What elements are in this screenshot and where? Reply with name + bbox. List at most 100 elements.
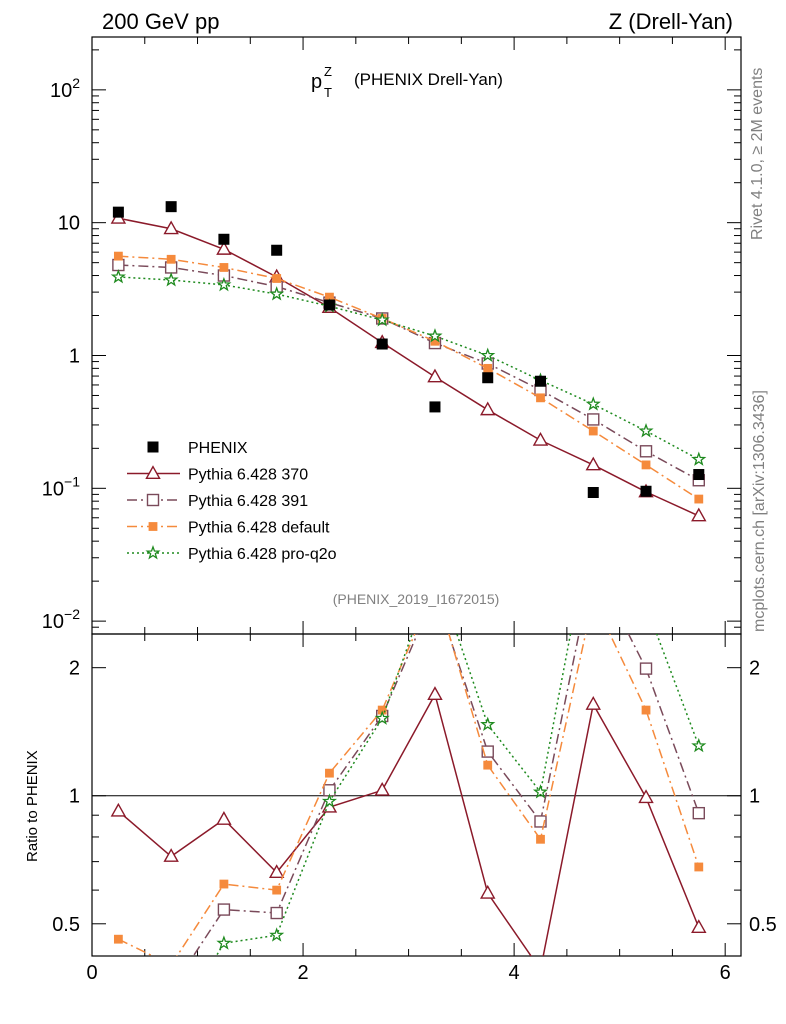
- chart-title: p Z T (PHENIX Drell-Yan): [311, 64, 503, 100]
- data-point: [145, 545, 161, 560]
- data-point: [113, 934, 123, 944]
- data-point: [694, 862, 704, 872]
- data-point: [431, 582, 440, 591]
- data-point: [377, 705, 387, 715]
- data-point: [536, 834, 545, 844]
- y-tick-label: 10: [58, 213, 80, 235]
- data-point: [166, 254, 176, 264]
- header-right: Z (Drell-Yan): [609, 9, 733, 34]
- x-tick-label: 0: [86, 962, 97, 984]
- data-point: [145, 465, 161, 480]
- y-tick-label: 10−1: [42, 473, 80, 500]
- data-point: [113, 960, 124, 971]
- y-tick-label: 10−2: [42, 606, 80, 633]
- ratio-y-tick-label: 0.5: [52, 914, 80, 936]
- data-point: [639, 662, 653, 675]
- data-point: [270, 906, 283, 920]
- legend: PHENIX Pythia 6.428 370 Pythia 6.428 391 Py…: [127, 440, 337, 563]
- ratio-panel-series: [110, 508, 707, 1006]
- data-point: [588, 559, 599, 570]
- data-point: [376, 338, 388, 350]
- data-point: [271, 244, 283, 256]
- data-point: [112, 206, 124, 218]
- data-point: [694, 494, 704, 504]
- data-point: [585, 456, 601, 471]
- data-point: [269, 927, 285, 942]
- ratio-y-tick-label-right: 2: [749, 658, 760, 680]
- data-point: [113, 251, 123, 261]
- axis-ticks: 0 2 4 6 10−2 10−1 1 10 102 0.5 0.5 1 1 2 2: [42, 37, 777, 984]
- data-point: [587, 413, 600, 426]
- data-point: [429, 564, 441, 575]
- data-point: [219, 879, 229, 889]
- data-point: [165, 201, 177, 213]
- data-point: [480, 401, 496, 416]
- data-point: [374, 781, 390, 796]
- legend-label: Pythia 6.428 391: [188, 493, 308, 510]
- legend-label: PHENIX: [188, 440, 248, 457]
- data-point: [216, 935, 232, 950]
- series-line: [118, 217, 700, 517]
- data-point: [587, 486, 599, 498]
- data-point: [482, 372, 494, 384]
- data-point: [691, 451, 707, 466]
- data-point: [218, 233, 230, 245]
- title-main: p: [311, 71, 322, 93]
- main-panel-series: [110, 201, 707, 522]
- data-point: [430, 336, 440, 346]
- data-point: [216, 241, 232, 255]
- data-point: [216, 811, 232, 825]
- data-point: [112, 258, 125, 272]
- title-sub: T: [324, 85, 332, 100]
- data-point: [272, 885, 282, 895]
- data-point: [268, 864, 285, 879]
- legend-label: Pythia 6.428 pro-q2o: [188, 546, 337, 563]
- x-tick-label: 2: [297, 962, 308, 984]
- ratio-y-tick-label-right: 0.5: [749, 914, 777, 936]
- data-point: [585, 696, 601, 710]
- data-point: [480, 716, 496, 732]
- data-point: [321, 793, 338, 808]
- data-point: [110, 802, 127, 817]
- data-point: [588, 426, 598, 436]
- data-point: [532, 784, 549, 799]
- data-point: [219, 263, 229, 272]
- ratio-y-tick-label-right: 1: [749, 786, 760, 808]
- data-point: [427, 328, 443, 343]
- data-point: [536, 393, 545, 403]
- title-sup: Z: [324, 64, 332, 79]
- data-point: [148, 522, 158, 531]
- data-point: [534, 375, 546, 387]
- data-point: [691, 919, 707, 934]
- data-point: [163, 272, 179, 287]
- ratio-y-tick-label: 2: [69, 658, 80, 680]
- series-line: [118, 264, 700, 481]
- analysis-id: (PHENIX_2019_I1672015): [333, 591, 500, 607]
- ratio-line: [118, 634, 700, 956]
- data-point: [483, 363, 493, 373]
- data-point: [113, 995, 125, 1006]
- data-point: [588, 508, 600, 519]
- data-point: [374, 710, 390, 725]
- ratio-line: [117, 692, 700, 956]
- data-point: [691, 507, 707, 522]
- data-point: [483, 760, 493, 770]
- data-point: [146, 493, 160, 507]
- y-tick-label: 1: [69, 345, 80, 367]
- data-point: [641, 460, 651, 470]
- data-point: [638, 423, 654, 438]
- data-point: [480, 347, 496, 362]
- data-point: [163, 848, 179, 862]
- data-point: [429, 401, 441, 413]
- data-point: [481, 745, 494, 758]
- data-point: [427, 686, 443, 700]
- data-point: [325, 768, 334, 778]
- data-point: [641, 705, 651, 715]
- data-point: [427, 368, 443, 383]
- data-point: [166, 984, 177, 995]
- title-rest: (PHENIX Drell-Yan): [354, 70, 503, 89]
- data-point: [534, 815, 547, 828]
- data-point: [692, 806, 705, 820]
- data-point: [167, 961, 176, 970]
